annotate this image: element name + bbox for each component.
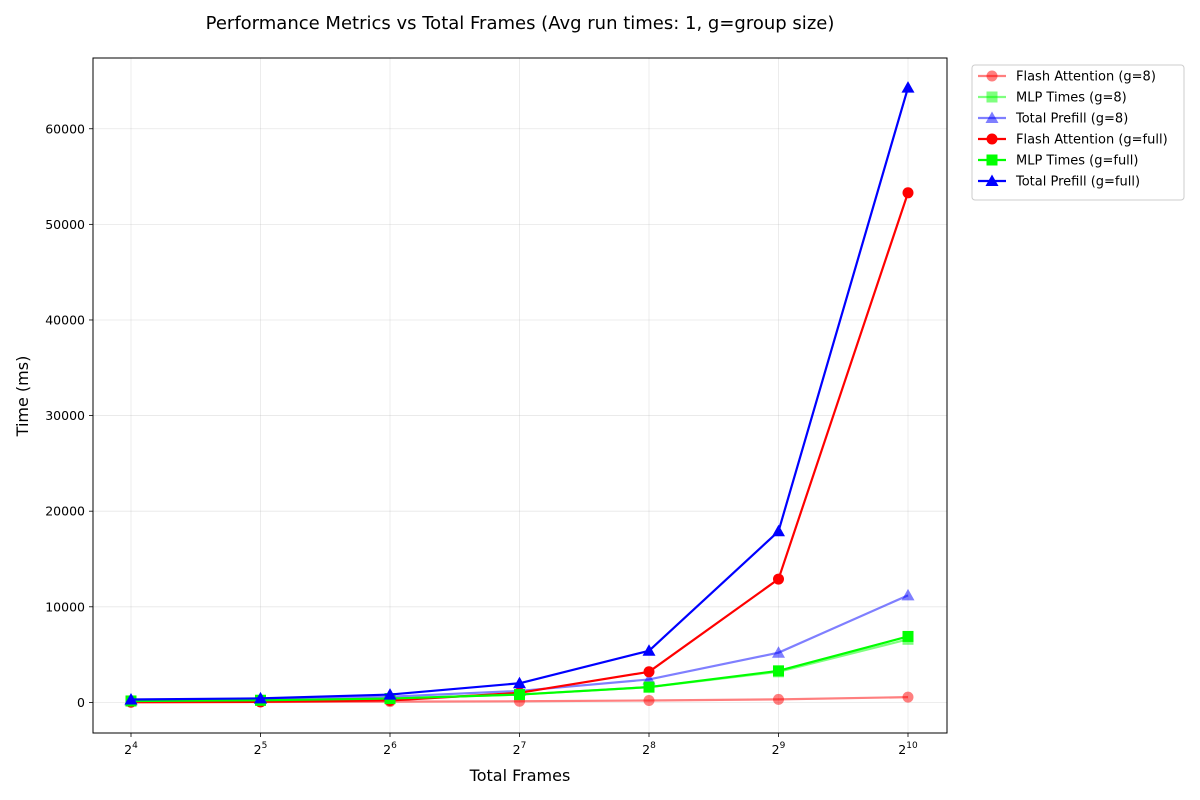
legend-item: Total Prefill (g=8): [978, 111, 1128, 127]
legend-marker: [986, 70, 998, 82]
data-point: [902, 691, 914, 703]
series-6: [124, 81, 915, 705]
x-tick-label: 28: [642, 741, 656, 757]
legend: Flash Attention (g=8) MLP Times (g=8) Tota…: [971, 64, 1185, 201]
data-point: [642, 644, 656, 656]
legend-item: MLP Times (g=8): [978, 91, 1127, 106]
series-layer: [124, 81, 915, 708]
legend-label: Flash Attention (g=full): [1016, 133, 1168, 148]
data-point: [773, 693, 784, 705]
legend-label: MLP Times (g=full): [1016, 154, 1138, 169]
grid: [93, 58, 947, 733]
legend-item: MLP Times (g=full): [978, 154, 1138, 169]
legend-label: Flash Attention (g=8): [1016, 70, 1156, 85]
y-tick-label: 20000: [45, 504, 85, 519]
x-tick-label: 25: [254, 741, 268, 757]
data-point: [772, 646, 785, 658]
y-tick-label: 50000: [45, 217, 85, 232]
chart-title: Performance Metrics vs Total Frames (Avg…: [206, 13, 835, 34]
x-tick-label: 24: [124, 741, 138, 757]
data-point: [513, 676, 526, 689]
x-tick-label: 27: [513, 741, 527, 757]
y-tick-label: 30000: [45, 408, 85, 423]
data-point: [902, 630, 914, 642]
y-tick-label: 10000: [45, 599, 85, 614]
legend-label: Total Prefill (g=full): [1015, 175, 1140, 190]
y-tick-label: 60000: [45, 121, 85, 136]
data-point: [383, 688, 397, 700]
data-point: [514, 689, 525, 701]
data-point: [124, 693, 138, 705]
legend-marker: [986, 133, 998, 145]
x-axis-label: Total Frames: [469, 766, 571, 785]
data-point: [642, 672, 656, 685]
data-point: [643, 681, 655, 693]
x-tick-label: 29: [772, 741, 786, 757]
legend-marker: [985, 174, 999, 186]
y-axis-label: Time (ms): [13, 356, 32, 438]
data-point: [773, 665, 784, 677]
x-tick-label: 210: [898, 741, 918, 757]
legend-marker: [985, 111, 999, 123]
data-point: [254, 691, 267, 704]
x-tick-label: 26: [383, 741, 397, 757]
data-point: [643, 694, 655, 706]
legend-label: MLP Times (g=8): [1016, 91, 1127, 106]
data-point: [773, 573, 784, 585]
data-point: [772, 524, 785, 537]
legend-item: Flash Attention (g=full): [978, 133, 1168, 148]
legend-marker: [986, 91, 998, 103]
data-point: [902, 187, 914, 199]
data-point: [901, 588, 915, 601]
legend-item: Flash Attention (g=8): [978, 70, 1156, 85]
y-tick-label: 40000: [45, 312, 85, 327]
plot-frame: [92, 57, 948, 734]
data-point: [901, 81, 915, 93]
legend-label: Total Prefill (g=8): [1015, 112, 1128, 127]
legend-item: Total Prefill (g=full): [978, 174, 1140, 190]
legend-box: [971, 64, 1185, 201]
legend-marker: [986, 154, 998, 166]
ticks: 24 25 26 27 28 29 210 0 10000 20000 30000 40000 5000…: [45, 121, 918, 757]
data-point: [643, 666, 655, 678]
y-tick-label: 0: [77, 695, 85, 710]
